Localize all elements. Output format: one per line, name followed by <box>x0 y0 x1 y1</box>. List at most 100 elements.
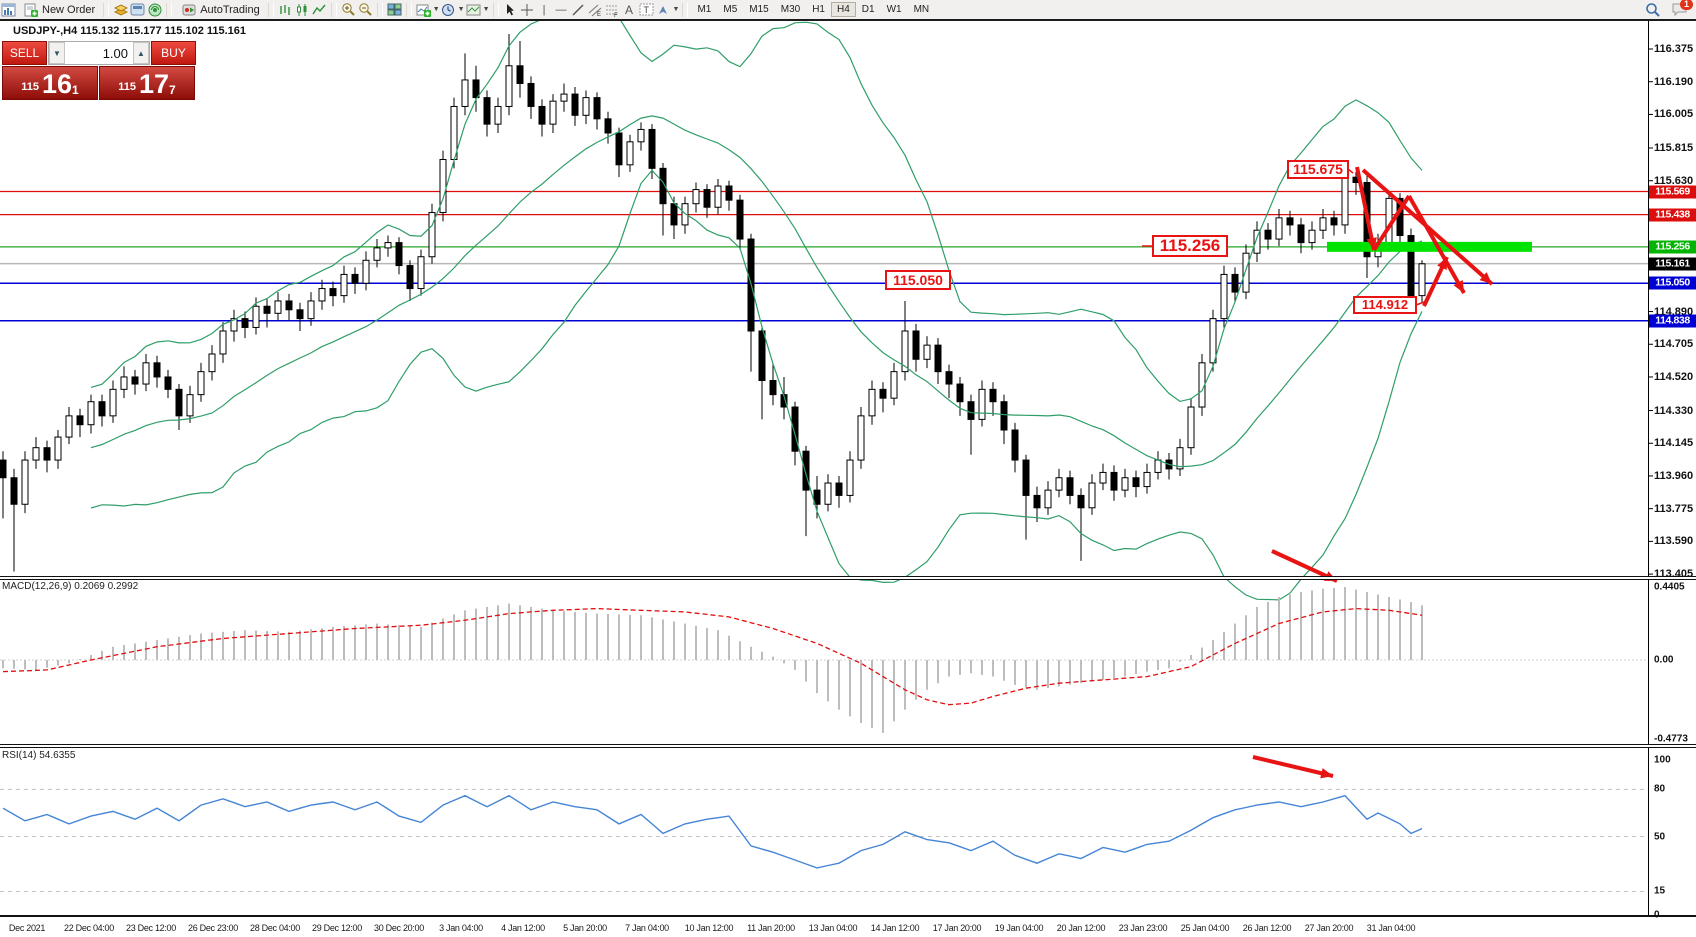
toolbar-separator <box>267 2 274 17</box>
timeframe-button-m5[interactable]: M5 <box>723 4 738 15</box>
price-axis-tick: 113.590 <box>1654 535 1694 548</box>
time-axis-label: 5 Jan 20:00 <box>563 923 607 933</box>
toolbar-separator <box>492 2 499 17</box>
new-order-label: New Order <box>42 3 96 16</box>
time-axis-label: 23 Dec 12:00 <box>126 923 176 933</box>
macd-label: MACD(12,26,9) 0.2069 0.2992 <box>2 581 139 592</box>
price-axis-tick: 114.145 <box>1654 437 1694 450</box>
time-axis[interactable]: Dec 2021 22 Dec 04:00 23 Dec 12:00 26 Dec 2… <box>0 915 1696 937</box>
signals-icon[interactable] <box>146 2 163 18</box>
new-order-button[interactable]: New Order <box>17 2 100 18</box>
candlestick-chart-icon[interactable] <box>294 2 311 18</box>
notification-badge[interactable]: 1 <box>1679 0 1693 10</box>
timeframe-button-h1[interactable]: H1 <box>812 4 825 15</box>
price-badge-115.050: 115.050 <box>1649 276 1696 290</box>
time-axis-label: 22 Dec 04:00 <box>64 923 114 933</box>
chart-window-icon[interactable] <box>0 2 17 18</box>
zoom-out-icon[interactable] <box>357 2 374 18</box>
price-axis-tick: 113.405 <box>1654 568 1694 581</box>
search-icon[interactable] <box>1644 2 1661 18</box>
price-axis-tick: 113.775 <box>1654 502 1694 515</box>
time-axis-label: 26 Dec 23:00 <box>188 923 238 933</box>
time-axis-label: 14 Jan 12:00 <box>870 923 920 933</box>
profiles-caret[interactable]: ▼ <box>457 6 465 13</box>
chart-title: USDJPY-,H4 115.132 115.177 115.102 115.1… <box>13 25 247 37</box>
time-axis-label: 11 Jan 20:00 <box>747 923 795 933</box>
sell-button[interactable]: SELL <box>2 41 47 65</box>
arrows-caret[interactable]: ▼ <box>672 6 680 13</box>
panel-splitter-macd[interactable] <box>0 576 1696 580</box>
timeframe-button-w1[interactable]: W1 <box>886 4 902 15</box>
vertical-line-icon[interactable]: | <box>542 3 546 16</box>
bar-chart-icon[interactable] <box>277 2 294 18</box>
rsi-axis-tick: 50 <box>1654 831 1666 842</box>
chat-icon[interactable]: 1 <box>1671 0 1693 18</box>
timeframe-button-h4[interactable]: H4 <box>830 2 856 17</box>
line-chart-icon[interactable] <box>311 2 328 18</box>
text-label-icon[interactable]: T <box>638 2 655 18</box>
chart-background[interactable] <box>0 21 1696 915</box>
horizontal-line-icon[interactable]: — <box>555 3 567 16</box>
sell-price-box[interactable]: 115 16 1 <box>2 66 98 100</box>
text-icon[interactable]: A <box>625 2 634 17</box>
lot-size-value[interactable]: 1.00 <box>102 45 128 61</box>
one-click-trading-panel: SELL ▼ 1.00 ▲ BUY 115 16 1 115 17 7 <box>2 41 196 100</box>
callout-115.050: 115.050 <box>885 270 951 290</box>
cursor-icon[interactable] <box>502 2 519 18</box>
price-axis-tick: 116.190 <box>1654 75 1694 88</box>
time-axis-label: 30 Dec 20:00 <box>374 923 424 933</box>
zoom-in-icon[interactable] <box>340 2 357 18</box>
fibonacci-icon[interactable]: F <box>604 2 621 18</box>
lot-decrease-button[interactable]: ▼ <box>49 42 65 64</box>
template-caret[interactable]: ▼ <box>482 6 490 13</box>
metaeditor-icon[interactable] <box>129 2 146 18</box>
rsi-axis-tick: 100 <box>1654 754 1671 766</box>
toolbar-separator <box>330 2 337 17</box>
timeframe-button-d1[interactable]: D1 <box>861 4 875 15</box>
price-badge-115.161: 115.161 <box>1649 257 1696 271</box>
time-axis-label: Dec 2021 <box>8 923 46 933</box>
time-axis-label: 10 Jan 12:00 <box>684 923 734 933</box>
rsi-axis-tick: 80 <box>1654 783 1666 795</box>
timeframe-button-m30[interactable]: M30 <box>780 4 801 15</box>
macd-axis-tick: 0.00 <box>1654 654 1674 666</box>
time-axis-label: 23 Jan 23:00 <box>1118 923 1168 933</box>
tile-windows-icon[interactable] <box>386 2 403 18</box>
time-axis-label: 4 Jan 12:00 <box>501 923 545 933</box>
chart-window-top-border <box>0 19 1696 21</box>
arrows-icon[interactable] <box>655 2 672 18</box>
price-axis-tick: 115.630 <box>1654 174 1694 187</box>
time-axis-label: 27 Jan 20:00 <box>1304 923 1354 933</box>
toolbar-separator <box>166 2 173 17</box>
template-icon[interactable] <box>465 2 482 18</box>
toolbar-separator <box>376 2 383 17</box>
time-axis-label: 17 Jan 20:00 <box>932 923 982 933</box>
channel-icon[interactable]: E <box>587 2 604 18</box>
lot-increase-button[interactable]: ▲ <box>133 42 149 64</box>
price-axis-tick: 114.705 <box>1654 338 1694 351</box>
profiles-clock-icon[interactable] <box>440 2 457 18</box>
rsi-label: RSI(14) 54.6355 <box>2 750 76 761</box>
trendline-icon[interactable] <box>570 2 587 18</box>
buy-price-box[interactable]: 115 17 7 <box>99 66 195 100</box>
crosshair-icon[interactable] <box>519 2 536 18</box>
depth-of-market-icon[interactable] <box>112 2 129 18</box>
time-axis-label: 19 Jan 04:00 <box>994 923 1044 933</box>
price-axis-tick: 116.005 <box>1654 108 1694 121</box>
price-axis-tick: 114.330 <box>1654 404 1694 417</box>
timeframe-button-m1[interactable]: M1 <box>697 4 712 15</box>
svg-text:E: E <box>597 12 601 17</box>
rsi-axis-tick: 0 <box>1654 909 1660 921</box>
new-chart-caret[interactable]: ▼ <box>432 6 440 13</box>
timeframe-button-mn[interactable]: MN <box>913 4 930 15</box>
top-toolbar: New Order AutoTrading <box>0 0 1696 19</box>
autotrading-button[interactable]: AutoTrading <box>175 2 265 18</box>
toolbar-separator <box>682 2 689 17</box>
buy-button[interactable]: BUY <box>151 41 196 65</box>
price-axis[interactable] <box>1648 21 1696 915</box>
panel-splitter-rsi[interactable] <box>0 744 1696 748</box>
svg-text:F: F <box>614 13 618 17</box>
sell-price-main: 16 <box>42 69 73 99</box>
new-chart-icon[interactable] <box>415 2 432 18</box>
timeframe-button-m15[interactable]: M15 <box>749 4 769 15</box>
